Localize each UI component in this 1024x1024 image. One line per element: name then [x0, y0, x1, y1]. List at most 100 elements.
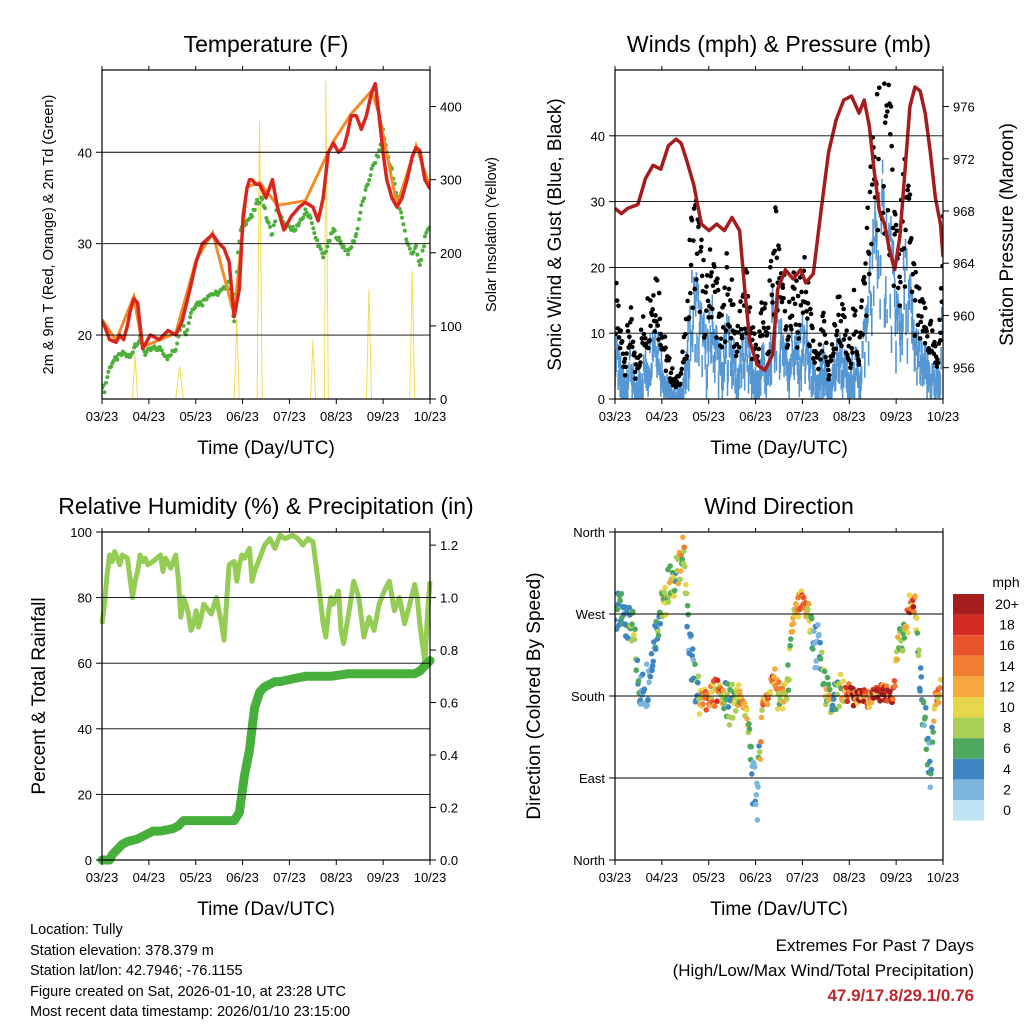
gust-point: [734, 349, 740, 355]
direction-point: [756, 749, 763, 755]
gust-point: [638, 360, 643, 365]
dewpoint-point: [336, 235, 341, 240]
gust-point: [710, 306, 715, 312]
gust-point: [804, 308, 809, 314]
gust-point: [733, 353, 739, 359]
gust-point: [738, 326, 744, 332]
direction-point: [923, 746, 930, 753]
direction-point: [709, 688, 715, 695]
gust-point: [869, 182, 875, 187]
gust-point: [779, 299, 785, 305]
dewpoint-point: [168, 353, 173, 358]
direction-point: [757, 756, 764, 762]
gust-point: [708, 273, 714, 279]
gust-point: [766, 349, 772, 355]
x-tick-label: 03/23: [599, 409, 632, 424]
direction-point: [836, 703, 843, 710]
gust-point: [905, 187, 910, 193]
dewpoint-point: [260, 197, 265, 202]
gust-point: [839, 343, 844, 349]
direction-point: [758, 714, 765, 721]
legend-swatch: [953, 717, 984, 739]
dewpoint-point: [115, 357, 120, 362]
dewpoint-point: [271, 223, 276, 228]
gust-point: [688, 290, 693, 296]
x-tick-label: 05/23: [179, 409, 212, 424]
gust-point: [640, 314, 646, 319]
direction-point: [631, 631, 637, 638]
direction-point: [639, 671, 646, 678]
gust-point: [795, 293, 801, 299]
gust-point: [800, 310, 806, 315]
gust-point: [938, 286, 943, 291]
gust-point: [916, 286, 922, 291]
dewpoint-point: [363, 187, 368, 192]
gust-point: [818, 357, 823, 362]
direction-point: [926, 758, 933, 765]
gust-point: [799, 289, 804, 295]
direction-point: [927, 784, 934, 791]
wind-series: [615, 81, 943, 399]
gust-point: [698, 249, 703, 254]
dewpoint-point: [312, 231, 317, 236]
gust-point: [850, 350, 855, 355]
direction-point: [767, 688, 774, 695]
gust-point: [633, 362, 639, 367]
y-right-tick-label: 972: [953, 152, 975, 167]
dewpoint-point: [414, 243, 419, 248]
gust-point: [906, 183, 911, 189]
direction-point: [922, 705, 929, 711]
direction-point: [753, 792, 760, 798]
y-tick-label: 20: [78, 787, 92, 802]
direction-point: [725, 704, 732, 710]
y-right-tick-label: 400: [440, 100, 462, 115]
gust-point: [792, 301, 798, 307]
direction-point: [754, 817, 761, 823]
gust-point: [736, 344, 742, 350]
gust-point: [641, 331, 647, 337]
direction-point: [633, 667, 640, 674]
legend-label: 2: [1003, 781, 1011, 797]
x-tick-label: 04/23: [646, 870, 679, 885]
gust-point: [826, 376, 831, 382]
gust-point: [842, 314, 847, 320]
gust-point: [856, 362, 862, 367]
direction-point: [621, 604, 628, 610]
precipitation-line: [97, 656, 435, 865]
gust-point: [622, 373, 628, 378]
direction-point: [758, 739, 764, 745]
x-tick-label: 08/23: [833, 870, 866, 885]
gust-point: [816, 366, 821, 372]
y-axis-label-right: Station Pressure (Maroon): [997, 123, 1018, 346]
gust-point: [649, 312, 655, 318]
y-tick-label: 20: [591, 260, 605, 275]
direction-point: [921, 722, 927, 729]
y-tick-label: 60: [78, 656, 92, 671]
y-right-tick-label: 976: [953, 100, 975, 115]
gust-point: [737, 308, 743, 314]
gust-point: [812, 360, 818, 365]
legend-label: 12: [999, 678, 1015, 694]
x-tick-label: 04/23: [133, 870, 166, 885]
direction-point: [821, 668, 828, 675]
direction-point: [649, 663, 656, 669]
direction-point: [918, 674, 925, 680]
direction-point: [920, 699, 927, 706]
direction-point: [911, 608, 917, 615]
chart-title: Winds (mph) & Pressure (mb): [627, 31, 931, 57]
direction-point: [724, 681, 731, 687]
gust-point: [831, 351, 836, 356]
direction-point: [840, 678, 847, 685]
dewpoint-point: [204, 297, 209, 302]
x-tick-label: 08/23: [320, 409, 353, 424]
legend-swatch: [953, 779, 984, 800]
direction-point: [785, 662, 791, 668]
direction-point: [655, 632, 662, 639]
gust-point: [903, 227, 908, 233]
direction-point: [915, 652, 922, 659]
legend-label: 6: [1003, 740, 1011, 756]
dewpoint-point: [376, 154, 381, 159]
gust-point: [825, 362, 830, 368]
direction-point: [910, 604, 917, 610]
plot-frame: [101, 69, 431, 400]
